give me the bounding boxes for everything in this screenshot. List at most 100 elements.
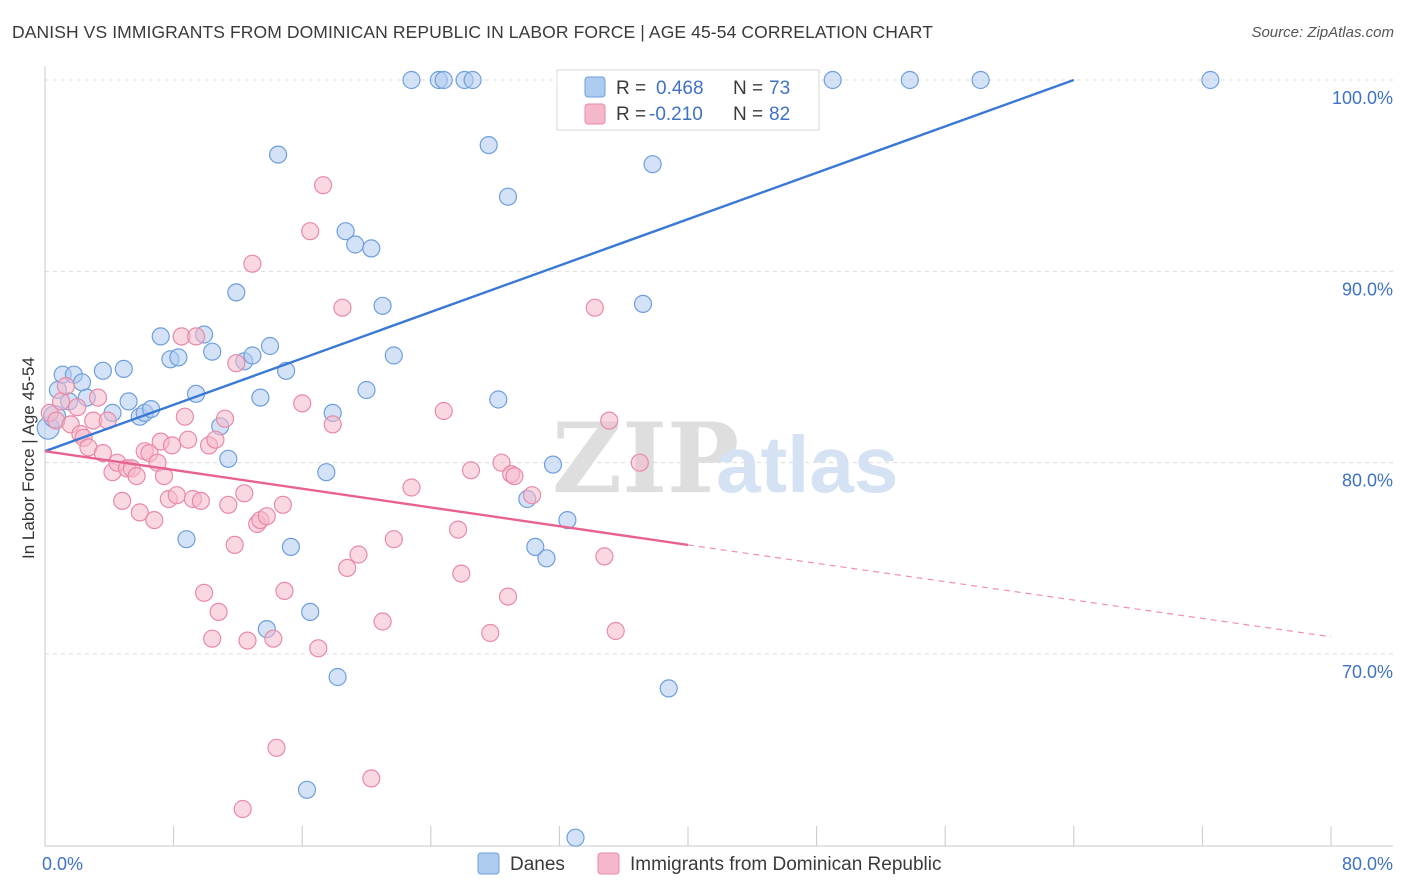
x-tick-label: 80.0% bbox=[1342, 854, 1393, 874]
dominican-point bbox=[235, 484, 254, 503]
danes-point bbox=[537, 549, 556, 568]
y-tick-label: 90.0% bbox=[1342, 279, 1393, 299]
dominican-point bbox=[373, 612, 392, 631]
dominican-point bbox=[449, 520, 468, 539]
danes-point bbox=[336, 222, 355, 241]
dominican-point bbox=[267, 738, 286, 757]
y-tick-label: 100.0% bbox=[1332, 88, 1393, 108]
dominican-point bbox=[522, 486, 542, 505]
dominican-point bbox=[145, 510, 164, 530]
dominican-point bbox=[191, 491, 210, 510]
dominican-point bbox=[498, 587, 518, 606]
dominican-point bbox=[209, 602, 228, 622]
legend-swatch-danes bbox=[584, 76, 606, 98]
dominican-point bbox=[56, 377, 76, 396]
danes-point bbox=[281, 537, 300, 557]
danes-point bbox=[526, 537, 545, 557]
dominican-point bbox=[461, 461, 481, 480]
dominican-point bbox=[600, 411, 619, 430]
bottom-legend-danes: Danes bbox=[510, 854, 565, 875]
dominican-point bbox=[187, 327, 206, 346]
danes-point bbox=[498, 187, 518, 206]
dominican-point bbox=[206, 430, 225, 449]
danes-point bbox=[900, 70, 919, 90]
danes-point bbox=[243, 346, 262, 365]
danes-point bbox=[169, 348, 188, 367]
watermark-atlas: atlas bbox=[716, 420, 898, 509]
tick-labels: 70.0% 80.0% 90.0% 100.0% 0.0% 80.0% bbox=[42, 88, 1393, 874]
dominican-trend-line bbox=[44, 449, 689, 547]
dominican-points bbox=[40, 176, 649, 819]
danes-point bbox=[177, 530, 196, 549]
dominican-point bbox=[505, 467, 524, 486]
dominican-point bbox=[167, 486, 186, 505]
danes-point bbox=[317, 463, 336, 482]
dominican-point bbox=[452, 564, 471, 583]
dominican-point bbox=[219, 495, 238, 514]
dominican-point bbox=[349, 545, 368, 564]
dominican-point bbox=[179, 430, 198, 449]
danes-point bbox=[269, 145, 288, 164]
bottom-legend: Danes Immigrants from Dominican Republic bbox=[477, 852, 942, 875]
danes-point bbox=[219, 449, 238, 468]
danes-point bbox=[251, 388, 270, 407]
dominican-point bbox=[301, 222, 320, 241]
danes-point bbox=[1201, 70, 1220, 90]
dominican-point bbox=[238, 631, 257, 650]
y-tick-label: 70.0% bbox=[1342, 662, 1393, 682]
dominican-point bbox=[162, 436, 182, 455]
legend-r-label-danes: R = bbox=[616, 78, 646, 99]
dominican-point bbox=[113, 491, 132, 510]
bottom-legend-swatch-dominican bbox=[597, 852, 620, 875]
dominican-point bbox=[257, 507, 276, 526]
danes-point bbox=[260, 336, 280, 356]
danes-point bbox=[297, 780, 317, 799]
dominican-point bbox=[481, 623, 500, 643]
dominican-point bbox=[362, 769, 381, 788]
y-tick-label: 80.0% bbox=[1342, 471, 1393, 491]
dominican-point bbox=[88, 388, 108, 407]
dominican-point bbox=[68, 398, 87, 417]
danes-point bbox=[227, 283, 246, 302]
dominican-point bbox=[630, 453, 649, 472]
dominican-point bbox=[215, 409, 235, 428]
legend-r-value-dominican: -0.210 bbox=[649, 104, 703, 125]
x-tick-label: 0.0% bbox=[42, 854, 83, 874]
danes-point bbox=[301, 602, 320, 622]
legend-r-value-danes: 0.468 bbox=[656, 78, 704, 99]
danes-point bbox=[93, 361, 113, 380]
danes-point bbox=[633, 294, 653, 313]
danes-point bbox=[543, 455, 563, 474]
dominican-point bbox=[323, 415, 342, 434]
legend-n-label-danes: N = bbox=[733, 78, 763, 99]
dominican-point bbox=[585, 298, 604, 317]
dominican-point bbox=[203, 629, 222, 648]
danes-point bbox=[463, 70, 482, 90]
dominican-point bbox=[273, 495, 292, 514]
dominican-point bbox=[175, 407, 194, 426]
source-label: Source: ZipAtlas.com bbox=[1251, 24, 1394, 41]
dominican-point bbox=[243, 254, 262, 273]
danes-point bbox=[566, 828, 585, 847]
legend: R = 0.468 N = 73 R = -0.210 N = 82 bbox=[556, 69, 820, 131]
danes-point bbox=[346, 235, 365, 254]
danes-point bbox=[328, 667, 347, 687]
dominican-trend-extension bbox=[687, 544, 1332, 638]
bottom-legend-swatch-danes bbox=[477, 852, 500, 875]
dominican-point bbox=[225, 535, 244, 555]
dominican-point bbox=[195, 583, 214, 602]
dominican-point bbox=[293, 394, 312, 413]
legend-n-label-dominican: N = bbox=[733, 104, 763, 125]
bottom-legend-dominican: Immigrants from Dominican Republic bbox=[630, 854, 942, 875]
danes-point bbox=[119, 392, 138, 411]
danes-trend-line bbox=[44, 78, 1075, 453]
danes-point bbox=[114, 359, 133, 378]
dominican-point bbox=[595, 547, 614, 566]
danes-point bbox=[659, 679, 678, 698]
dominican-point bbox=[338, 558, 357, 578]
danes-point bbox=[203, 342, 222, 361]
danes-point bbox=[402, 70, 421, 90]
dominican-point bbox=[309, 639, 328, 658]
dominican-point bbox=[227, 354, 246, 373]
danes-point bbox=[151, 327, 170, 346]
